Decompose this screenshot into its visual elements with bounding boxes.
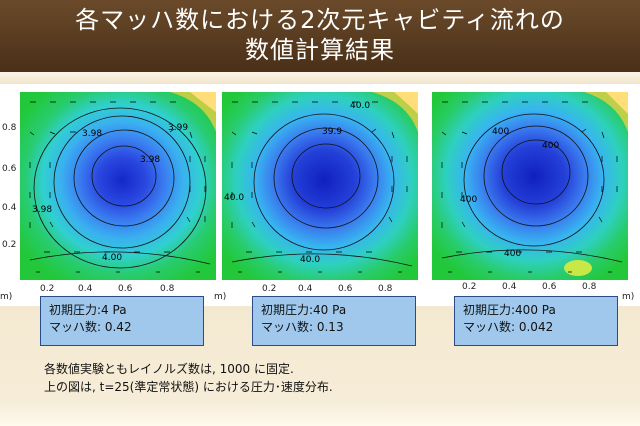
title-divider bbox=[0, 72, 640, 84]
x-tick: 0.8 bbox=[582, 282, 597, 292]
contour-label: 40.0 bbox=[300, 255, 320, 265]
axis-unit: m) bbox=[214, 292, 227, 302]
mach-number-label: マッハ数: 0.042 bbox=[463, 320, 554, 334]
y-tick: 0.2 bbox=[2, 240, 17, 250]
contour-label: 400 bbox=[460, 195, 477, 205]
x-tick: 0.2 bbox=[462, 282, 477, 292]
velocity-vectors bbox=[441, 101, 618, 273]
x-tick: 0.2 bbox=[262, 284, 277, 294]
footer-band bbox=[0, 404, 640, 426]
contour-label: 4.00 bbox=[102, 253, 122, 263]
contour-lines bbox=[441, 113, 623, 263]
x-tick: 0.8 bbox=[160, 284, 175, 294]
contour-label: 400 bbox=[504, 249, 521, 259]
info-box-panel-1: 初期圧力:4 Pa マッハ数: 0.42 bbox=[40, 296, 204, 346]
y-tick: 0.4 bbox=[2, 203, 17, 213]
initial-pressure-label: 初期圧力:400 Pa bbox=[463, 303, 556, 317]
contour-label: 39.9 bbox=[322, 127, 342, 137]
x-tick: 0.6 bbox=[542, 282, 557, 292]
contour-label: 3.98 bbox=[82, 129, 102, 139]
x-tick: 0.4 bbox=[78, 284, 93, 294]
note-figure-description: 上の図は, t=25(準定常状態) における圧力･速度分布. bbox=[44, 380, 333, 394]
flow-field-plot-1: 3.98 3.99 3.98 4.00 3.98 bbox=[20, 92, 216, 280]
initial-pressure-label: 初期圧力:40 Pa bbox=[261, 303, 347, 317]
contour-label: 400 bbox=[492, 127, 509, 137]
slide-title-bar: 各マッハ数における2次元キャビティ流れの 数値計算結果 bbox=[0, 0, 640, 72]
axis-unit: m) bbox=[0, 292, 13, 302]
velocity-vectors bbox=[231, 101, 408, 273]
initial-pressure-label: 初期圧力:4 Pa bbox=[49, 303, 127, 317]
info-box-panel-3: 初期圧力:400 Pa マッハ数: 0.042 bbox=[454, 296, 618, 346]
x-tick: 0.4 bbox=[298, 284, 313, 294]
cavity-flow-panel-3: 400 400 400 400 bbox=[432, 92, 628, 280]
flow-field-plot-3: 400 400 400 400 bbox=[432, 92, 628, 280]
contour-label: 40.0 bbox=[224, 193, 244, 203]
contour-label: 40.0 bbox=[350, 101, 370, 111]
mach-number-label: マッハ数: 0.42 bbox=[49, 320, 132, 334]
pressure-field bbox=[20, 92, 216, 280]
contour-label: 400 bbox=[542, 141, 559, 151]
y-tick: 0.6 bbox=[2, 164, 17, 174]
mach-number-label: マッハ数: 0.13 bbox=[261, 320, 344, 334]
axis-unit: m) bbox=[622, 292, 635, 302]
x-tick: 0.2 bbox=[40, 284, 55, 294]
pressure-field bbox=[222, 92, 418, 280]
note-reynolds: 各数値実験ともレイノルズ数は, 1000 に固定. bbox=[44, 362, 294, 376]
contour-label: 3.98 bbox=[140, 155, 160, 165]
lower-pressure-spot bbox=[564, 260, 592, 276]
cavity-flow-panel-2: 40.0 39.9 40.0 40.0 bbox=[222, 92, 418, 280]
x-tick: 0.6 bbox=[118, 284, 133, 294]
slide-title-line-2: 数値計算結果 bbox=[245, 36, 395, 64]
cavity-flow-panel-1: 3.98 3.99 3.98 4.00 3.98 bbox=[20, 92, 216, 280]
x-tick: 0.8 bbox=[378, 284, 393, 294]
contour-label: 3.99 bbox=[168, 123, 188, 133]
y-tick: 0.8 bbox=[2, 123, 17, 133]
x-tick: 0.6 bbox=[338, 284, 353, 294]
contour-lines bbox=[29, 107, 211, 269]
flow-field-plot-2: 40.0 39.9 40.0 40.0 bbox=[222, 92, 418, 280]
slide-title-line-1: 各マッハ数における2次元キャビティ流れの bbox=[75, 6, 565, 34]
pressure-field bbox=[432, 92, 628, 280]
contour-label: 3.98 bbox=[32, 205, 52, 215]
contour-lines bbox=[231, 113, 413, 267]
velocity-vectors bbox=[29, 101, 206, 273]
x-tick: 0.4 bbox=[502, 282, 517, 292]
info-box-panel-2: 初期圧力:40 Pa マッハ数: 0.13 bbox=[252, 296, 416, 346]
